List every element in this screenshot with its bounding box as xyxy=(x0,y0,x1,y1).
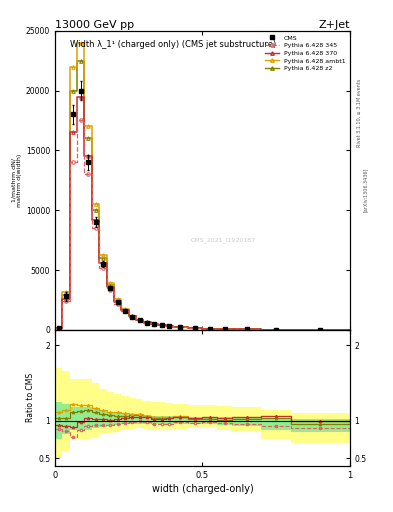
Bar xyxy=(217,406,232,431)
Text: 1/mathrm dN/
mathrm d(width): 1/mathrm dN/ mathrm d(width) xyxy=(11,154,22,207)
Text: Width λ_1¹ (charged only) (CMS jet substructure): Width λ_1¹ (charged only) (CMS jet subst… xyxy=(70,40,276,49)
Bar xyxy=(136,415,143,423)
Bar xyxy=(70,407,77,430)
Text: Rivet 3.1.10, ≥ 3.1M events: Rivet 3.1.10, ≥ 3.1M events xyxy=(357,78,362,147)
Bar xyxy=(114,413,121,425)
Bar xyxy=(99,389,107,434)
Bar xyxy=(77,407,84,430)
Bar xyxy=(202,417,217,423)
Bar xyxy=(129,398,136,429)
Bar xyxy=(70,379,77,439)
Bar xyxy=(107,392,114,434)
Bar xyxy=(92,409,99,428)
Bar xyxy=(165,416,173,424)
Bar xyxy=(92,383,99,437)
Bar xyxy=(84,407,92,430)
Bar xyxy=(77,379,84,439)
Text: CMS_2021_I1920187: CMS_2021_I1920187 xyxy=(191,238,255,243)
Bar xyxy=(173,416,188,424)
Bar xyxy=(291,413,350,443)
Bar xyxy=(143,415,151,424)
Bar xyxy=(151,416,158,424)
Bar xyxy=(261,410,291,439)
Bar xyxy=(291,419,350,432)
Bar xyxy=(232,418,261,426)
Bar xyxy=(173,404,188,429)
Bar xyxy=(121,414,129,424)
Bar xyxy=(165,403,173,430)
Bar xyxy=(114,394,121,432)
Bar xyxy=(188,417,202,423)
Bar xyxy=(261,418,291,430)
Text: [arXiv:1306.3436]: [arXiv:1306.3436] xyxy=(363,167,368,211)
Text: 13000 GeV pp: 13000 GeV pp xyxy=(55,20,134,31)
Bar xyxy=(129,415,136,423)
Bar xyxy=(188,404,202,428)
Bar xyxy=(202,406,217,428)
Bar xyxy=(151,402,158,430)
Bar xyxy=(136,399,143,428)
Bar xyxy=(55,368,62,458)
Text: Z+Jet: Z+Jet xyxy=(318,20,350,31)
Bar xyxy=(62,404,70,434)
Bar xyxy=(84,379,92,439)
Legend: CMS, Pythia 6.428 345, Pythia 6.428 370, Pythia 6.428 ambt1, Pythia 6.428 z2: CMS, Pythia 6.428 345, Pythia 6.428 370,… xyxy=(263,33,348,74)
Bar xyxy=(158,416,165,423)
Bar xyxy=(107,412,114,426)
Bar xyxy=(62,372,70,451)
Bar xyxy=(217,417,232,425)
Bar xyxy=(99,411,107,426)
Bar xyxy=(232,407,261,431)
Bar xyxy=(121,396,129,431)
Bar xyxy=(55,402,62,439)
Bar xyxy=(158,402,165,429)
X-axis label: width (charged-only): width (charged-only) xyxy=(152,484,253,494)
Y-axis label: Ratio to CMS: Ratio to CMS xyxy=(26,373,35,422)
Bar xyxy=(143,401,151,429)
